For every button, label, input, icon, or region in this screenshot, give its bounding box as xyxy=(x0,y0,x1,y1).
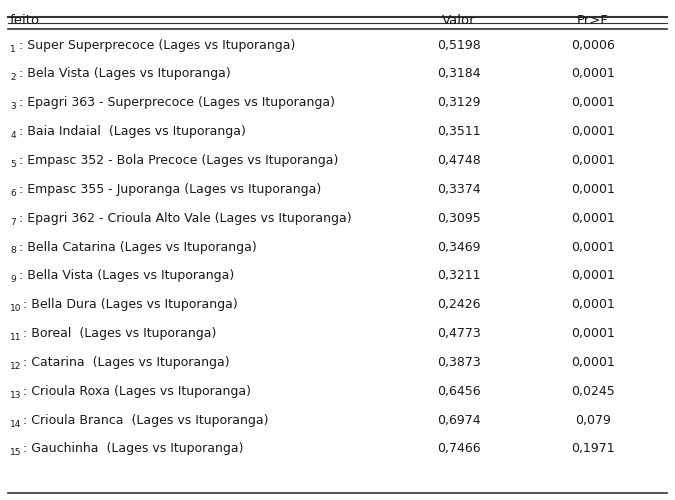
Text: Pr>F: Pr>F xyxy=(577,14,609,27)
Text: 15: 15 xyxy=(10,448,22,458)
Text: 10: 10 xyxy=(10,304,22,313)
Text: 1: 1 xyxy=(10,44,16,54)
Text: 0,079: 0,079 xyxy=(575,414,611,426)
Text: 0,3873: 0,3873 xyxy=(437,356,481,369)
Text: 0,0001: 0,0001 xyxy=(571,212,615,224)
Text: 0,0001: 0,0001 xyxy=(571,125,615,138)
Text: : Epagri 363 - Superprecoce (Lages vs Ituporanga): : Epagri 363 - Superprecoce (Lages vs It… xyxy=(19,96,335,110)
Text: 0,3095: 0,3095 xyxy=(437,212,481,224)
Text: : Bella Vista (Lages vs Ituporanga): : Bella Vista (Lages vs Ituporanga) xyxy=(19,270,234,282)
Text: 0,0001: 0,0001 xyxy=(571,183,615,196)
Text: 0,0001: 0,0001 xyxy=(571,270,615,282)
Text: 0,6974: 0,6974 xyxy=(437,414,481,426)
Text: 13: 13 xyxy=(10,390,22,400)
Text: 5: 5 xyxy=(10,160,16,169)
Text: 0,3511: 0,3511 xyxy=(437,125,481,138)
Text: : Bella Dura (Lages vs Ituporanga): : Bella Dura (Lages vs Ituporanga) xyxy=(23,298,238,311)
Text: : Catarina  (Lages vs Ituporanga): : Catarina (Lages vs Ituporanga) xyxy=(23,356,230,369)
Text: 0,1971: 0,1971 xyxy=(571,442,615,456)
Text: 0,3129: 0,3129 xyxy=(437,96,480,110)
Text: 12: 12 xyxy=(10,362,22,371)
Text: : Epagri 362 - Crioula Alto Vale (Lages vs Ituporanga): : Epagri 362 - Crioula Alto Vale (Lages … xyxy=(19,212,352,224)
Text: : Bella Catarina (Lages vs Ituporanga): : Bella Catarina (Lages vs Ituporanga) xyxy=(19,240,256,254)
Text: 0,3374: 0,3374 xyxy=(437,183,481,196)
Text: : Crioula Branca  (Lages vs Ituporanga): : Crioula Branca (Lages vs Ituporanga) xyxy=(23,414,269,426)
Text: 0,0245: 0,0245 xyxy=(571,384,615,398)
Text: 0,0001: 0,0001 xyxy=(571,96,615,110)
Text: 0,7466: 0,7466 xyxy=(437,442,481,456)
Text: : Gauchinha  (Lages vs Ituporanga): : Gauchinha (Lages vs Ituporanga) xyxy=(23,442,244,456)
Text: : Crioula Roxa (Lages vs Ituporanga): : Crioula Roxa (Lages vs Ituporanga) xyxy=(23,384,251,398)
Text: : Super Superprecoce (Lages vs Ituporanga): : Super Superprecoce (Lages vs Ituporang… xyxy=(19,38,295,52)
Text: 0,0001: 0,0001 xyxy=(571,298,615,311)
Text: 0,3469: 0,3469 xyxy=(437,240,480,254)
Text: 0,0001: 0,0001 xyxy=(571,327,615,340)
Text: 0,0001: 0,0001 xyxy=(571,68,615,80)
Text: 0,6456: 0,6456 xyxy=(437,384,481,398)
Text: Valor: Valor xyxy=(441,14,475,27)
Text: 4: 4 xyxy=(10,131,16,140)
Text: 0,0001: 0,0001 xyxy=(571,240,615,254)
Text: 0,3184: 0,3184 xyxy=(437,68,481,80)
Text: 8: 8 xyxy=(10,246,16,256)
Text: 0,4748: 0,4748 xyxy=(437,154,481,167)
Text: 2: 2 xyxy=(10,74,16,82)
Text: 0,0001: 0,0001 xyxy=(571,356,615,369)
Text: 11: 11 xyxy=(10,333,22,342)
Text: 6: 6 xyxy=(10,189,16,198)
Text: 9: 9 xyxy=(10,276,16,284)
Text: : Baia Indaial  (Lages vs Ituporanga): : Baia Indaial (Lages vs Ituporanga) xyxy=(19,125,246,138)
Text: : Bela Vista (Lages vs Ituporanga): : Bela Vista (Lages vs Ituporanga) xyxy=(19,68,231,80)
Text: 0,0006: 0,0006 xyxy=(571,38,615,52)
Text: 0,2426: 0,2426 xyxy=(437,298,480,311)
Text: feito: feito xyxy=(9,14,40,27)
Text: 0,0001: 0,0001 xyxy=(571,154,615,167)
Text: : Empasc 352 - Bola Precoce (Lages vs Ituporanga): : Empasc 352 - Bola Precoce (Lages vs It… xyxy=(19,154,338,167)
Text: 14: 14 xyxy=(10,420,22,428)
Text: 0,3211: 0,3211 xyxy=(437,270,480,282)
Text: 0,5198: 0,5198 xyxy=(437,38,481,52)
Text: : Boreal  (Lages vs Ituporanga): : Boreal (Lages vs Ituporanga) xyxy=(23,327,216,340)
Text: 0,4773: 0,4773 xyxy=(437,327,481,340)
Text: 3: 3 xyxy=(10,102,16,112)
Text: : Empasc 355 - Juporanga (Lages vs Ituporanga): : Empasc 355 - Juporanga (Lages vs Itupo… xyxy=(19,183,321,196)
Text: 7: 7 xyxy=(10,218,16,226)
